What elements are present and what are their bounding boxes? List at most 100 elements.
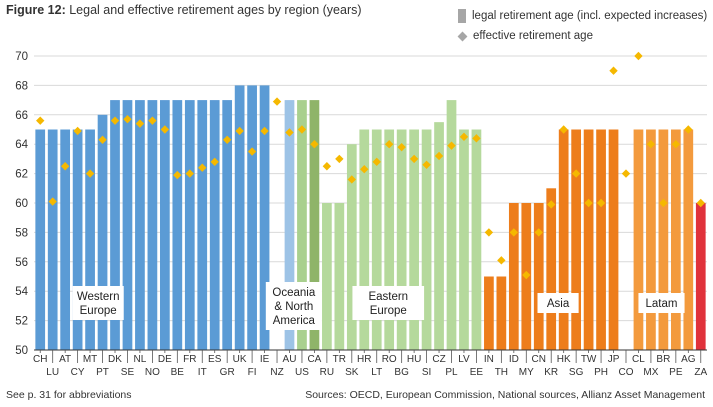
legend-item-effective: effective retirement age: [457, 26, 707, 46]
region-label-eastern-europe: Europe: [370, 305, 407, 317]
y-tick-label: 50: [15, 345, 28, 357]
figure-title: Legal and effective retirement ages by r…: [69, 3, 362, 17]
x-tick-label-lu: LU: [46, 367, 59, 378]
legal-age-bar-mt: [85, 129, 95, 350]
effective-age-marker-pt: [98, 135, 107, 144]
effective-age-marker-tr: [335, 154, 344, 164]
x-tick-label-pt: PT: [96, 367, 109, 378]
legal-age-bar-ag: [683, 129, 694, 350]
legal-age-bar-ro: [384, 129, 395, 350]
y-tick-label: 66: [15, 110, 28, 122]
effective-age-marker-uk: [235, 126, 244, 136]
effective-age-marker-mx: [646, 140, 656, 149]
y-tick-label: 54: [15, 286, 28, 298]
abbreviations-note: See p. 31 for abbreviations: [6, 389, 132, 401]
effective-age-marker-hu: [409, 154, 419, 164]
x-tick-label-fr: FR: [183, 354, 196, 365]
effective-age-marker-pe: [671, 140, 681, 149]
x-tick-label-kr: KR: [544, 367, 558, 378]
figure-number: Figure 12:: [6, 3, 66, 17]
effective-age-marker-lu: [48, 197, 57, 206]
x-tick-label-sk: SK: [345, 367, 359, 378]
region-label-oceania-north-america: America: [273, 315, 316, 327]
effective-age-marker-hr: [360, 164, 369, 174]
x-tick-label-br: BR: [656, 354, 670, 365]
legal-age-bar-bg: [396, 129, 407, 350]
x-tick-label-mt: MT: [83, 354, 97, 365]
x-tick-label-mx: MX: [643, 367, 658, 378]
x-tick-label-us: US: [295, 367, 309, 378]
x-tick-label-ee: EE: [470, 367, 484, 378]
effective-age-marker-es: [210, 157, 219, 167]
effective-age-marker-at: [60, 162, 70, 171]
x-tick-label-dk: DK: [108, 354, 122, 365]
x-tick-label-se: SE: [121, 367, 135, 378]
legal-age-bar-ee: [471, 129, 482, 350]
x-tick-label-hk: HK: [557, 354, 571, 365]
effective-age-marker-ag: [684, 125, 693, 134]
x-tick-label-th: TH: [495, 367, 508, 378]
legend-item-legal: legal retirement age (incl. expected inc…: [458, 6, 707, 26]
region-label-box: [537, 293, 579, 313]
legal-age-bar-at: [60, 129, 71, 350]
region-label-asia: Asia: [547, 298, 570, 310]
region-label-box: [265, 282, 322, 330]
sources-note: Sources: OECD, European Commission, Nati…: [305, 389, 705, 401]
legend-bar-swatch: [458, 9, 466, 23]
legal-age-bar-br: [658, 129, 669, 350]
effective-age-marker-si: [422, 160, 431, 169]
legal-age-bar-es: [209, 100, 220, 350]
effective-age-marker-my: [522, 270, 531, 280]
region-labels: Western Europe Oceania & North America Easter…: [72, 282, 685, 330]
region-label-western-europe: Western: [77, 291, 120, 303]
y-tick-label: 64: [15, 139, 28, 151]
legal-age-bar-sk: [346, 144, 357, 350]
effective-age-marker-sk: [347, 175, 357, 184]
effective-age-markers: [36, 51, 705, 280]
effective-age-marker-jp: [609, 66, 618, 75]
x-tick-label-uk: UK: [233, 354, 247, 365]
legal-age-bar-kr: [546, 188, 557, 350]
x-tick-label-ph: PH: [594, 367, 608, 378]
legal-age-bar-pl: [446, 100, 457, 350]
legal-age-bar-no: [147, 100, 158, 350]
x-tick-label-pe: PE: [669, 367, 683, 378]
legal-age-bar-fi: [247, 85, 257, 351]
x-tick-label-ch: CH: [33, 354, 47, 365]
effective-age-marker-bg: [397, 142, 406, 152]
effective-age-marker-cl: [634, 51, 643, 61]
x-tick-label-lt: LT: [371, 367, 382, 378]
x-tick-label-sg: SG: [569, 367, 584, 378]
effective-age-marker-mt: [85, 169, 95, 178]
x-tick-label-lv: LV: [458, 354, 470, 365]
legal-age-bar-cz: [434, 122, 444, 351]
effective-age-marker-au: [285, 128, 294, 137]
legal-age-bar-za: [695, 203, 706, 350]
legal-age-bar-uk: [234, 85, 245, 351]
effective-age-marker-cy: [73, 126, 82, 136]
x-tick-label-tw: TW: [581, 354, 597, 365]
x-tick-label-si: SI: [422, 367, 431, 378]
effective-age-marker-ph: [596, 198, 606, 208]
effective-age-marker-ee: [472, 134, 481, 143]
effective-age-marker-de: [160, 125, 170, 134]
effective-age-marker-lv: [459, 132, 469, 142]
legal-age-bar-sg: [571, 129, 581, 350]
effective-age-marker-fr: [185, 169, 194, 178]
y-tick-label: 62: [15, 169, 28, 181]
legal-age-bar-dk: [110, 100, 120, 350]
effective-age-marker-cn: [534, 228, 543, 237]
region-label-oceania-north-america: Oceania: [272, 287, 315, 299]
legal-age-bar-lt: [371, 129, 382, 350]
x-tick-label-hr: HR: [357, 354, 371, 365]
x-tick-label-id: ID: [509, 354, 519, 365]
legend-label-effective: effective retirement age: [473, 30, 593, 42]
x-tick-label-hu: HU: [407, 354, 421, 365]
legal-age-bar-ph: [596, 129, 606, 350]
legal-age-bar-tr: [334, 203, 345, 350]
x-tick-label-fi: FI: [248, 367, 257, 378]
effective-age-marker-pl: [447, 141, 456, 150]
y-tick-label: 52: [15, 316, 28, 328]
x-tick-label-it: IT: [198, 367, 207, 378]
effective-age-marker-hk: [559, 125, 568, 134]
